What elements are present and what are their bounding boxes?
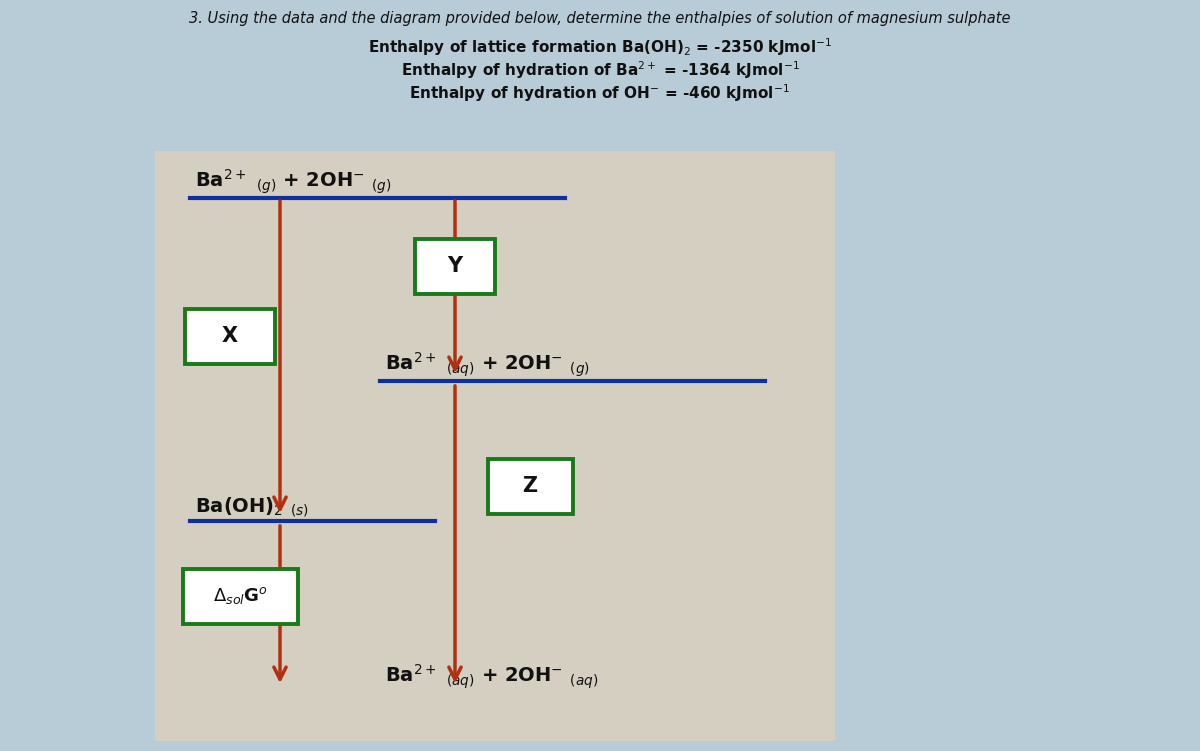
- FancyBboxPatch shape: [487, 459, 572, 514]
- Text: Enthalpy of hydration of OH$^{-}$ = -460 kJmol$^{-1}$: Enthalpy of hydration of OH$^{-}$ = -460…: [409, 82, 791, 104]
- Text: $\Delta_{sol}$G$^o$: $\Delta_{sol}$G$^o$: [212, 586, 268, 607]
- Text: Ba$^{2+}$ $_{(aq)}$ + 2OH$^{-}$ $_{(g)}$: Ba$^{2+}$ $_{(aq)}$ + 2OH$^{-}$ $_{(g)}$: [385, 351, 590, 379]
- Text: Enthalpy of hydration of Ba$^{2+}$ = -1364 kJmol$^{-1}$: Enthalpy of hydration of Ba$^{2+}$ = -13…: [401, 59, 799, 80]
- FancyBboxPatch shape: [415, 239, 496, 294]
- Text: Ba$^{2+}$ $_{(g)}$ + 2OH$^{-}$ $_{(g)}$: Ba$^{2+}$ $_{(g)}$ + 2OH$^{-}$ $_{(g)}$: [194, 167, 391, 196]
- Text: Ba$^{2+}$ $_{(aq)}$ + 2OH$^{-}$ $_{(aq)}$: Ba$^{2+}$ $_{(aq)}$ + 2OH$^{-}$ $_{(aq)}…: [385, 662, 599, 691]
- FancyBboxPatch shape: [182, 569, 298, 623]
- FancyBboxPatch shape: [155, 151, 835, 741]
- Text: X: X: [222, 326, 238, 346]
- FancyBboxPatch shape: [185, 309, 275, 363]
- Text: Y: Y: [448, 256, 462, 276]
- Text: Ba(OH)$_2$ $_{(s)}$: Ba(OH)$_2$ $_{(s)}$: [194, 496, 308, 519]
- Text: Enthalpy of lattice formation Ba(OH)$_2$ = -2350 kJmol$^{-1}$: Enthalpy of lattice formation Ba(OH)$_2$…: [368, 36, 832, 58]
- Text: Z: Z: [522, 476, 538, 496]
- Text: 3. Using the data and the diagram provided below, determine the enthalpies of so: 3. Using the data and the diagram provid…: [190, 11, 1010, 26]
